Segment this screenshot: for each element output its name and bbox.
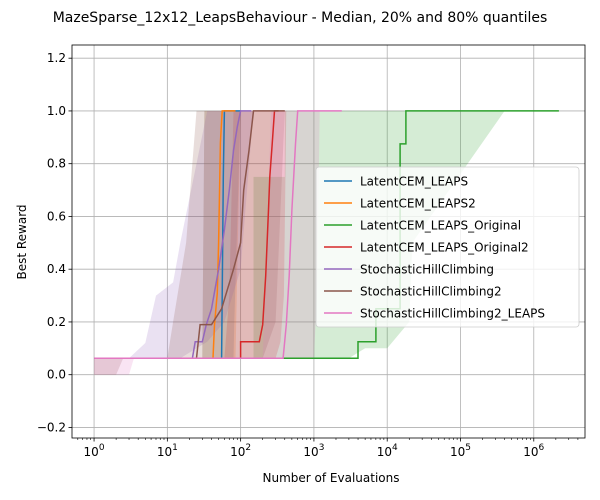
plot-frame — [71, 44, 586, 439]
y-tick-label: 0.6 — [47, 209, 66, 223]
legend: LatentCEM_LEAPS LatentCEM_LEAPS2 LatentCEM… — [315, 166, 580, 328]
median-line — [94, 110, 285, 359]
y-tick-label: 1.0 — [47, 104, 66, 118]
x-tick-label: 103 — [303, 443, 324, 459]
quantile-band — [94, 110, 320, 375]
y-tick-label: 0.2 — [47, 315, 66, 329]
y-tick-label: 1.2 — [47, 51, 66, 65]
legend-label: StochasticHillClimbing2 — [360, 285, 502, 299]
chart-title: MazeSparse_12x12_LeapsBehaviour - Median… — [53, 10, 548, 26]
legend-label: LatentCEM_LEAPS_Original2 — [360, 241, 529, 255]
quantile-band — [94, 110, 287, 359]
median-line — [94, 110, 279, 359]
x-tick-label: 106 — [523, 443, 544, 459]
y-tick-label: 0.4 — [47, 262, 66, 276]
x-tick-label: 100 — [84, 443, 105, 459]
y-tick-label: 0.8 — [47, 157, 66, 171]
y-tick-label: −0.2 — [37, 420, 66, 434]
median-line — [94, 110, 236, 359]
axis-ticks: 100 101 102 103 104 105 106 −0.2 0.0 0.2 0.4 0.6 0.8… — [37, 51, 579, 459]
legend-label: LatentCEM_LEAPS — [360, 175, 468, 189]
x-tick-label: 105 — [450, 443, 471, 459]
legend-label: StochasticHillClimbing — [360, 263, 494, 277]
legend-label: LatentCEM_LEAPS2 — [360, 197, 476, 211]
legend-label: StochasticHillClimbing2_LEAPS — [360, 307, 545, 321]
x-tick-label: 104 — [377, 443, 398, 459]
median-line — [94, 110, 252, 359]
x-tick-label: 102 — [230, 443, 251, 459]
quantile-band — [94, 110, 241, 359]
legend-box — [315, 166, 580, 328]
quantile-band — [94, 110, 285, 375]
y-axis-label: Best Reward — [15, 204, 29, 279]
median-line — [94, 110, 342, 359]
y-tick-label: 0.0 — [47, 368, 66, 382]
x-axis-label: Number of Evaluations — [263, 471, 400, 485]
quantile-band — [94, 110, 241, 359]
legend-label: LatentCEM_LEAPS_Original — [360, 219, 521, 233]
x-tick-label: 101 — [157, 443, 178, 459]
